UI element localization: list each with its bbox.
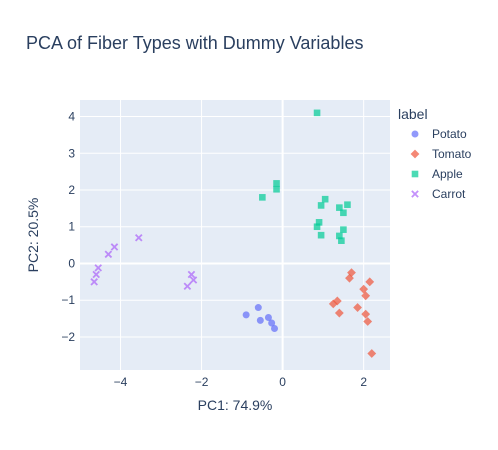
y-tick-labels: −2 −1 0 1 2 3 4 [61,110,75,344]
legend-marker [411,130,419,138]
tomato-point [359,284,369,294]
apple-point [340,226,347,233]
potato-point [271,324,279,332]
tomato-point [363,317,373,326]
series-carrot [90,233,198,291]
y-axis-title: PC2: 20.5% [25,198,41,273]
carrot-point [110,243,119,251]
y-tick-label: −1 [61,293,75,307]
apple-point [338,237,345,244]
legend-title: label [398,106,428,122]
x-axis-title: PC1: 74.9% [198,397,273,413]
tomato-point [365,277,375,287]
potato-point [268,319,276,327]
x-tick-labels: −4 −2 0 2 [114,375,368,389]
data-points [90,109,377,358]
apple-point [259,194,266,201]
plot-area [80,100,390,370]
legend-item-potato[interactable]: Potato [398,124,493,144]
legend-items: Potato Tomato Apple Carrot [398,124,493,204]
apple-point [340,209,347,217]
potato-point [242,311,250,319]
apple-point [321,195,329,203]
diamond-marker-icon [410,149,420,159]
potato-point [254,304,262,312]
apple-point [336,204,343,211]
series-potato [242,304,279,332]
carrot-point [187,270,196,279]
series-apple [259,109,351,244]
legend-label: Apple [432,167,463,181]
legend-marker [411,190,419,198]
y-tick-label: 4 [68,110,75,124]
x-tick-label: −4 [114,375,128,389]
y-tick-label: 0 [68,256,75,270]
circle-marker-icon [411,130,419,138]
x-tick-label: 0 [279,375,286,389]
y-tick-label: −2 [61,330,75,344]
apple-point [273,180,280,187]
apple-point [336,232,343,240]
series-tomato [328,268,377,358]
y-tick-label: 3 [68,146,75,160]
tomato-point [332,296,342,306]
legend-label: Potato [432,127,467,141]
tomato-point [361,291,371,301]
tomato-point [334,308,344,318]
tomato-point [353,303,362,312]
carrot-point [90,278,98,286]
legend-marker [410,149,420,159]
legend-item-tomato[interactable]: Tomato [398,144,493,164]
potato-point [264,313,272,321]
apple-point [315,219,323,226]
carrot-point [134,233,143,242]
apple-point [317,231,325,239]
zero-lines [80,100,390,370]
legend: label Potato Tomato Apple Carrot [398,104,493,204]
carrot-point [189,276,198,284]
chart-title: PCA of Fiber Types with Dummy Variables [26,33,364,53]
potato-point [256,316,264,324]
x-tick-label: −2 [195,375,209,389]
carrot-point [94,264,103,272]
legend-label: Carrot [432,187,466,201]
y-tick-label: 1 [68,220,75,234]
carrot-point [92,270,101,279]
tomato-point [367,349,377,358]
apple-point [344,201,351,208]
legend-marker [411,170,419,178]
apple-point [317,202,325,209]
legend-item-carrot[interactable]: Carrot [398,184,493,204]
x-marker-icon [411,190,419,198]
apple-point [273,185,280,193]
apple-point [313,223,321,231]
apple-point [313,109,321,117]
legend-label: Tomato [432,147,472,161]
square-marker-icon [411,170,419,178]
tomato-point [345,273,354,283]
carrot-point [183,282,192,291]
tomato-point [361,309,371,319]
x-tick-label: 2 [360,375,367,389]
tomato-point [347,268,356,278]
grid-lines [80,100,390,370]
carrot-point [104,250,113,259]
y-tick-label: 2 [68,183,75,197]
legend-item-apple[interactable]: Apple [398,164,493,184]
